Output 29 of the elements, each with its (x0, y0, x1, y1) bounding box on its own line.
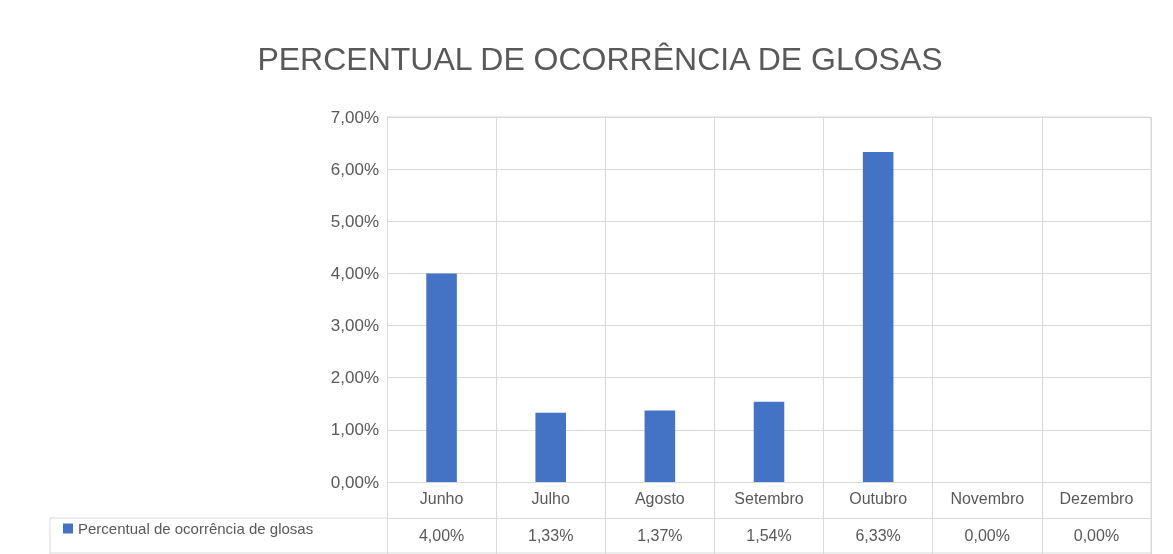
bar (644, 410, 676, 482)
y-tick-label: 0,00% (330, 472, 379, 492)
x-tick-label: Novembro (950, 489, 1025, 507)
y-tick-label: 4,00% (330, 263, 379, 283)
data-label: 0,00% (964, 526, 1010, 544)
bar (862, 151, 894, 482)
x-tick-label: Setembro (734, 489, 804, 507)
data-label: 1,33% (528, 526, 574, 544)
y-tick-label: 2,00% (330, 368, 379, 388)
data-label: 6,33% (855, 526, 901, 544)
x-tick-label: Julho (531, 489, 570, 507)
bar (535, 412, 566, 482)
data-label: 4,00% (418, 526, 465, 544)
y-tick-label: 7,00% (330, 107, 379, 127)
y-tick-label: 1,00% (330, 420, 379, 440)
x-tick-label: Agosto (634, 489, 685, 507)
chart-title: PERCENTUAL DE OCORRÊNCIA DE GLOSAS (257, 41, 943, 77)
bar (753, 401, 785, 482)
y-tick-label: 6,00% (330, 159, 379, 179)
x-tick-label: Outubro (849, 489, 908, 507)
bar (426, 273, 457, 482)
x-tick-label: Dezembro (1059, 489, 1134, 507)
y-tick-label: 3,00% (330, 316, 379, 336)
data-label: 1,54% (746, 526, 792, 544)
data-label: 1,37% (637, 526, 683, 544)
y-tick-label: 5,00% (330, 211, 379, 231)
data-label: 0,00% (1073, 526, 1120, 544)
legend-label: Percentual de ocorrência de glosas (78, 520, 314, 537)
x-tick-label: Junho (419, 489, 464, 507)
